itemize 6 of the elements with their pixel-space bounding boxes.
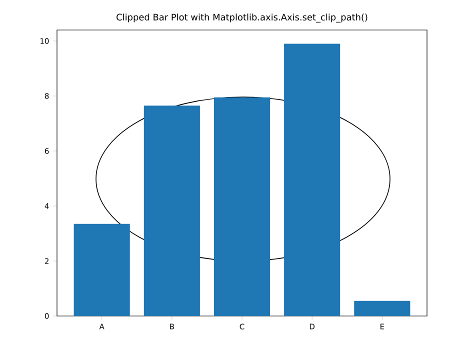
bar <box>214 97 270 316</box>
bar <box>354 300 410 316</box>
bar <box>74 224 130 316</box>
bar <box>144 106 200 316</box>
chart-title: Clipped Bar Plot with Matplotlib.axis.Axis.set_clip_path() <box>116 14 368 22</box>
bar <box>284 44 340 316</box>
